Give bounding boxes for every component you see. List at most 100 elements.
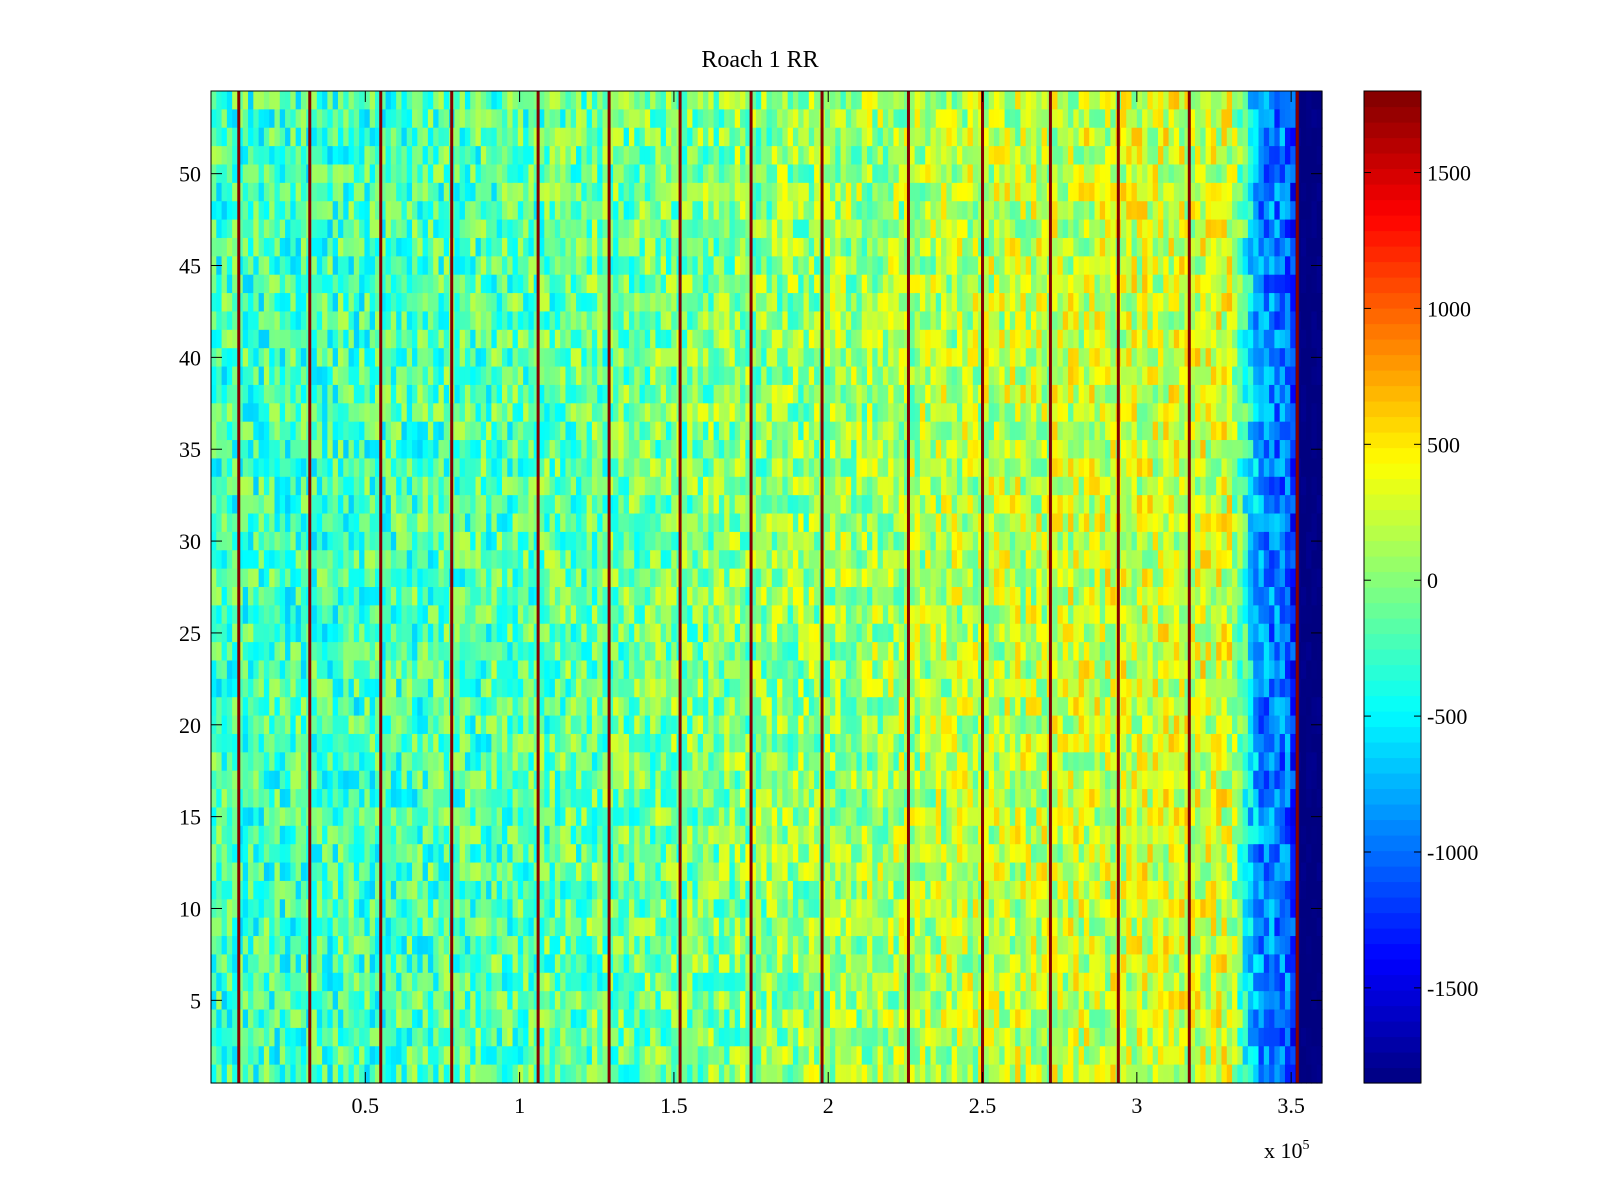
heatmap-cell	[263, 587, 270, 606]
heatmap-cell	[438, 311, 445, 331]
heatmap-cell	[549, 880, 556, 900]
heatmap-cell	[496, 495, 503, 515]
heatmap-cell	[269, 127, 276, 147]
heatmap-cell	[385, 329, 392, 349]
heatmap-cell	[623, 697, 630, 717]
heatmap-cell	[311, 366, 318, 386]
heatmap-cell	[221, 623, 228, 643]
heatmap-cell	[650, 293, 656, 313]
heatmap-cell	[650, 752, 656, 772]
heatmap-cell	[263, 1027, 270, 1047]
heatmap-cell	[486, 936, 492, 956]
heatmap-cell	[380, 109, 387, 129]
heatmap-cell	[322, 844, 328, 864]
heatmap-cell	[337, 109, 344, 129]
heatmap-cell	[263, 531, 270, 551]
heatmap-cell	[417, 109, 424, 129]
heatmap-cell	[639, 256, 646, 276]
heatmap-cell	[628, 660, 635, 680]
heatmap-cell	[300, 1046, 307, 1066]
heatmap-cell	[613, 623, 619, 643]
heatmap-cell	[375, 789, 381, 809]
heatmap-cell	[295, 623, 302, 643]
heatmap-cell	[576, 936, 582, 956]
heatmap-cell	[544, 91, 551, 110]
heatmap-cell	[417, 733, 424, 753]
heatmap-cell	[211, 513, 217, 533]
heatmap-cell	[427, 733, 434, 753]
heatmap-cell	[544, 862, 551, 882]
heatmap-cell	[554, 807, 561, 827]
heatmap-cell	[507, 789, 514, 809]
heatmap-cell	[412, 862, 418, 882]
heatmap-cell	[644, 329, 651, 349]
heatmap-cell	[576, 825, 582, 845]
heatmap-cell	[348, 531, 355, 551]
heatmap-cell	[607, 1064, 614, 1084]
heatmap-cell	[459, 182, 466, 202]
heatmap-cell	[507, 109, 514, 129]
heatmap-cell	[586, 844, 593, 864]
heatmap-cell	[475, 366, 482, 386]
heatmap-cell	[639, 880, 646, 900]
heatmap-cell	[464, 109, 471, 129]
heatmap-cell	[486, 1027, 492, 1047]
heatmap-cell	[507, 1009, 514, 1029]
heatmap-cell	[401, 954, 408, 974]
heatmap-cell	[539, 531, 545, 551]
heatmap-cell	[655, 219, 662, 239]
heatmap-cell	[263, 293, 270, 313]
heatmap-cell	[226, 182, 233, 202]
heatmap-cell	[443, 403, 450, 423]
heatmap-cell	[570, 660, 577, 680]
heatmap-cell	[290, 789, 297, 809]
heatmap-cell	[353, 862, 360, 882]
heatmap-cell	[523, 844, 530, 864]
heatmap-cell	[665, 972, 672, 992]
heatmap-cell	[285, 587, 291, 606]
heatmap-cell	[681, 733, 688, 753]
heatmap-cell	[496, 403, 503, 423]
heatmap-cell	[671, 862, 678, 882]
heatmap-cell	[300, 550, 307, 570]
heatmap-cell	[337, 329, 344, 349]
heatmap-cell	[295, 109, 302, 129]
heatmap-cell	[523, 219, 530, 239]
heatmap-cell	[226, 440, 233, 460]
heatmap-cell	[665, 384, 672, 404]
heatmap-cell	[480, 1046, 487, 1066]
heatmap-cell	[501, 440, 508, 460]
heatmap-cell	[655, 109, 662, 129]
heatmap-cell	[216, 201, 223, 221]
heatmap-cell	[660, 348, 667, 368]
heatmap-cell	[422, 697, 429, 717]
heatmap-cell	[248, 384, 254, 404]
heatmap-cell	[591, 678, 598, 698]
heatmap-cell	[459, 91, 466, 110]
heatmap-cell	[554, 715, 561, 735]
heatmap-cell	[237, 880, 244, 900]
heatmap-cell	[549, 219, 556, 239]
heatmap-cell	[311, 109, 318, 129]
heatmap-cell	[385, 403, 392, 423]
heatmap-cell	[512, 348, 519, 368]
heatmap-cell	[359, 770, 366, 790]
heatmap-cell	[406, 311, 413, 331]
heatmap-cell	[216, 954, 223, 974]
heatmap-cell	[560, 807, 567, 827]
heatmap-cell	[565, 550, 572, 570]
heatmap-cell	[237, 917, 244, 937]
heatmap-cell	[549, 936, 556, 956]
heatmap-cell	[396, 256, 403, 276]
heatmap-cell	[311, 770, 318, 790]
heatmap-cell	[665, 697, 672, 717]
heatmap-cell	[544, 146, 551, 166]
heatmap-cell	[316, 164, 323, 184]
heatmap-cell	[253, 348, 260, 368]
heatmap-cell	[607, 421, 614, 441]
heatmap-cell	[602, 770, 609, 790]
heatmap-cell	[491, 440, 498, 460]
heatmap-cell	[671, 899, 678, 919]
heatmap-cell	[480, 421, 487, 441]
heatmap-cell	[311, 623, 318, 643]
